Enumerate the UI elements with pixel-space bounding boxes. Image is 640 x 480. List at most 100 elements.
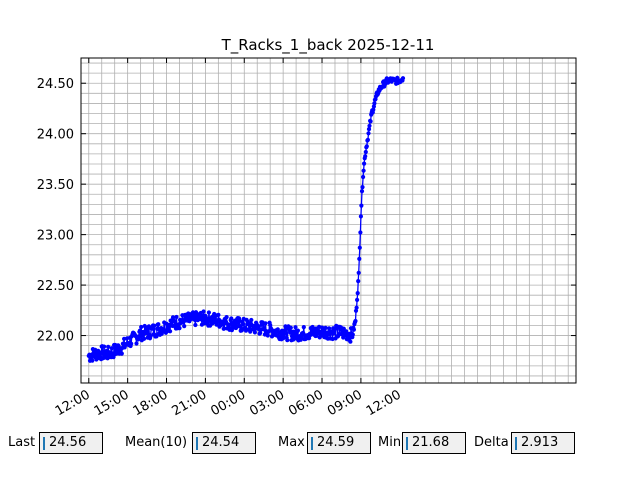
data-point: [285, 338, 290, 343]
stat-max-value: 24.59: [317, 435, 355, 450]
data-point: [331, 331, 336, 336]
data-point: [367, 123, 372, 128]
data-point: [360, 185, 365, 190]
stat-mean-value: 24.54: [202, 435, 240, 450]
data-point: [354, 305, 359, 310]
y-tick-label: 22.00: [37, 330, 74, 345]
data-point: [365, 137, 370, 142]
data-point: [359, 203, 364, 208]
chart-title: T_Racks_1_back 2025-12-11: [221, 36, 435, 55]
data-point: [301, 325, 306, 330]
data-point: [258, 330, 263, 336]
data-point: [119, 351, 124, 356]
stat-max-label: Max: [278, 435, 305, 450]
data-point: [148, 334, 153, 339]
data-point: [224, 315, 229, 320]
data-point: [265, 333, 270, 338]
data-point: [129, 341, 134, 346]
plot-frame: [80, 57, 577, 384]
data-point: [263, 321, 268, 326]
data-point: [293, 325, 298, 330]
stat-max-field[interactable]: 24.59: [307, 432, 371, 454]
data-point: [361, 168, 366, 173]
data-point: [353, 318, 358, 324]
data-point: [97, 351, 103, 356]
data-point: [372, 101, 377, 106]
stat-min-field[interactable]: 21.68: [402, 432, 466, 454]
data-point: [288, 325, 293, 330]
data-point: [109, 346, 114, 351]
data-point: [356, 270, 361, 275]
data-point: [291, 337, 296, 342]
data-point: [351, 327, 356, 332]
data-point: [90, 358, 95, 363]
data-point: [182, 324, 187, 329]
data-point: [168, 329, 173, 334]
data-point: [139, 324, 144, 330]
data-point: [359, 189, 365, 194]
data-point: [193, 322, 198, 328]
data-point: [363, 149, 368, 155]
data-point: [323, 325, 328, 330]
data-point: [356, 279, 361, 284]
stat-mean-label: Mean(10): [125, 435, 188, 450]
data-point: [400, 76, 406, 81]
data-point: [256, 324, 261, 329]
data-point: [371, 104, 376, 109]
data-point: [368, 119, 373, 124]
stat-last-label: Last: [8, 435, 36, 450]
data-point: [234, 320, 239, 325]
data-point: [193, 310, 199, 315]
y-tick-label: 24.50: [37, 77, 74, 92]
data-point: [134, 341, 139, 346]
data-point: [358, 214, 363, 219]
data-point: [104, 348, 109, 354]
data-point: [357, 245, 362, 250]
stat-last-value: 24.56: [49, 435, 87, 450]
x-tick-label: 06:00: [286, 387, 326, 419]
data-point: [362, 161, 367, 166]
x-tick-label: 00:00: [208, 387, 248, 419]
y-tick-label: 24.00: [37, 128, 74, 143]
data-point: [174, 314, 179, 320]
x-tick-label: 12:00: [364, 387, 404, 419]
data-point: [201, 309, 206, 314]
data-point: [366, 131, 371, 136]
data-point: [222, 326, 227, 331]
y-tick-label: 22.50: [37, 279, 74, 294]
data-point: [299, 334, 304, 340]
data-point: [252, 330, 257, 335]
data-point: [241, 321, 246, 327]
data-point: [156, 322, 161, 327]
data-point: [226, 322, 232, 327]
series-markers: [86, 75, 406, 363]
stat-last-field[interactable]: 24.56: [39, 432, 103, 454]
data-point: [355, 291, 360, 296]
x-tick-label: 21:00: [169, 387, 209, 419]
x-tick-label: 09:00: [325, 387, 365, 419]
stat-delta-field[interactable]: 2.913: [511, 432, 575, 454]
data-point: [327, 326, 332, 331]
data-point: [355, 297, 360, 302]
data-point: [206, 310, 211, 315]
x-tick-label: 12:00: [53, 387, 93, 419]
stat-mean-field[interactable]: 24.54: [192, 432, 256, 454]
stat-min-label: Min: [378, 435, 402, 450]
data-point: [363, 154, 368, 159]
x-tick-label: 03:00: [247, 387, 287, 419]
data-point: [152, 323, 157, 328]
y-tick-label: 23.00: [37, 229, 74, 244]
data-point: [366, 127, 372, 132]
data-point: [142, 336, 147, 341]
data-point: [361, 174, 366, 180]
x-tick-label: 18:00: [131, 387, 171, 419]
chart: T_Racks_1_back 2025-12-11 12:0015:0018:0…: [37, 36, 577, 419]
data-point: [102, 344, 107, 349]
axis-ticks: 12:0015:0018:0021:0000:0003:0006:0009:00…: [37, 58, 576, 419]
data-point: [106, 344, 111, 349]
data-point: [348, 339, 353, 344]
data-point: [350, 332, 355, 337]
data-point: [177, 326, 182, 331]
y-tick-label: 23.50: [37, 178, 74, 193]
stat-min-value: 21.68: [412, 435, 450, 450]
